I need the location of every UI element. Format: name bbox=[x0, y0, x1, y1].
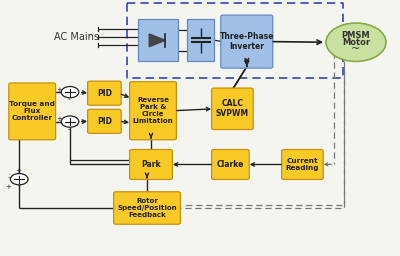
Text: Reverse
Park &
Circle
Limitation: Reverse Park & Circle Limitation bbox=[133, 97, 173, 124]
Circle shape bbox=[61, 116, 79, 127]
Text: Clarke: Clarke bbox=[217, 160, 244, 169]
Text: Motor: Motor bbox=[342, 38, 370, 47]
Text: PID: PID bbox=[97, 89, 112, 98]
Text: PMSM: PMSM bbox=[342, 31, 370, 40]
Text: CALC
SVPWM: CALC SVPWM bbox=[216, 99, 249, 119]
FancyBboxPatch shape bbox=[88, 109, 121, 133]
FancyBboxPatch shape bbox=[130, 150, 172, 179]
Text: -: - bbox=[68, 126, 70, 132]
FancyBboxPatch shape bbox=[212, 88, 253, 130]
Text: Three-Phase
Inverter: Three-Phase Inverter bbox=[220, 32, 274, 51]
Text: +: + bbox=[56, 116, 62, 122]
FancyBboxPatch shape bbox=[130, 82, 176, 140]
Text: Torque and
Flux
Controller: Torque and Flux Controller bbox=[9, 101, 55, 121]
FancyBboxPatch shape bbox=[114, 192, 180, 224]
Circle shape bbox=[61, 87, 79, 98]
Text: -: - bbox=[7, 174, 10, 180]
Circle shape bbox=[326, 23, 386, 61]
FancyBboxPatch shape bbox=[282, 150, 323, 179]
Text: Current
Reading: Current Reading bbox=[286, 158, 319, 171]
Circle shape bbox=[10, 174, 28, 185]
Text: +: + bbox=[5, 184, 11, 189]
FancyBboxPatch shape bbox=[187, 19, 214, 61]
Text: Rotor
Speed/Position
Feedback: Rotor Speed/Position Feedback bbox=[117, 198, 177, 218]
FancyBboxPatch shape bbox=[88, 81, 121, 105]
Text: PID: PID bbox=[97, 117, 112, 126]
Text: +: + bbox=[56, 87, 62, 93]
Polygon shape bbox=[149, 34, 165, 47]
FancyBboxPatch shape bbox=[221, 15, 273, 68]
Text: +: + bbox=[15, 168, 21, 174]
Text: ~: ~ bbox=[351, 44, 361, 54]
FancyBboxPatch shape bbox=[212, 150, 249, 179]
Text: Park: Park bbox=[141, 160, 161, 169]
Text: AC Mains: AC Mains bbox=[54, 32, 98, 42]
FancyBboxPatch shape bbox=[9, 83, 56, 140]
FancyBboxPatch shape bbox=[138, 19, 178, 61]
Text: -: - bbox=[68, 97, 70, 102]
